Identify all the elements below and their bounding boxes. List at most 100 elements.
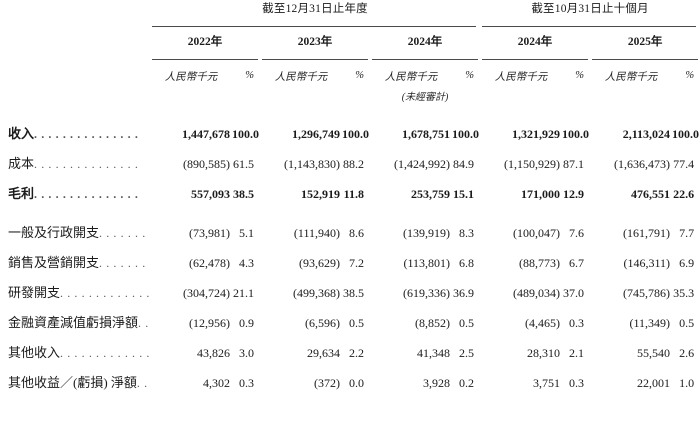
amount-r9-c5: 22,001 — [637, 375, 671, 390]
row-label-text: 其他收益／(虧損) 淨額 — [8, 374, 137, 390]
table-row: 銷售及營銷開支. . . . . . . . (62,478) 4.3 (93,629… — [0, 246, 700, 276]
percent-r7-c1: 0.9 — [239, 315, 254, 330]
amount-r8-c4: 28,310 — [527, 345, 561, 360]
percent-r1-c1: 100.0 — [232, 126, 259, 141]
row-label-1: 收入. . . . . . . . . . . . . . . — [0, 117, 150, 147]
percent-r4-c2: 8.6 — [349, 225, 364, 240]
percent-r8-c3: 2.5 — [459, 345, 475, 360]
leader-dots: . . . . . . . . . . . . . . . — [34, 126, 139, 141]
amount-r2-c5: (1,636,473) — [614, 156, 671, 171]
amount-r4-c3: (139,919) — [403, 225, 450, 240]
row-label-text: 金融資產減值虧損淨額 — [8, 314, 139, 330]
row-label-8: 其他收入. . . . . . . . . . . . . — [0, 336, 150, 366]
table-row: 其他收入. . . . . . . . . . . . . 43,826 3.0 29… — [0, 336, 700, 366]
amount-r9-c2: (372) — [314, 375, 340, 390]
amount-r4-c1: (73,981) — [189, 225, 230, 240]
gross-profit-spacer — [0, 207, 700, 216]
percent-r1-c2: 100.0 — [342, 126, 369, 141]
amount-r5-c4: (88,773) — [519, 255, 561, 270]
percent-r6-c1: 21.1 — [233, 285, 254, 300]
year-header-5: 2025年 — [627, 36, 663, 48]
amount-r1-c2: 1,296,749 — [292, 126, 340, 141]
amount-r8-c2: 29,634 — [307, 345, 340, 360]
rule-spacer — [0, 19, 150, 27]
table-row: 成本. . . . . . . . . . . . . . . (890,585)… — [0, 147, 700, 177]
amount-r3-c1: 557,093 — [191, 186, 230, 201]
amount-r1-c1: 1,447,678 — [182, 126, 230, 141]
leader-dots: . . . . . . . . — [99, 225, 150, 240]
percent-r9-c1: 0.3 — [239, 375, 254, 390]
table-row: 其他收益／(虧損) 淨額. . 4,302 0.3 (372) 0.0 3,928 0.2 3… — [0, 366, 700, 396]
row-label-3: 毛利. . . . . . . . . . . . . . . — [0, 177, 150, 207]
period-group-rule — [480, 19, 700, 27]
amount-r9-c4: 3,751 — [533, 375, 561, 390]
amount-r2-c4: (1,150,929) — [504, 156, 561, 171]
table-row: 一般及行政開支. . . . . . . . (73,981) 5.1 (111,94… — [0, 216, 700, 246]
table-row: 毛利. . . . . . . . . . . . . . . 557,093 38… — [0, 177, 700, 207]
row-label-text: 成本 — [8, 155, 35, 171]
note-blank — [590, 86, 700, 103]
percent-r9-c4: 0.3 — [569, 375, 585, 390]
period-group-label: 截至10月31日止十個月 — [531, 3, 649, 15]
percent-r6-c5: 35.3 — [673, 285, 695, 300]
leader-dots: . . . . . . . . . . . . . . . — [34, 156, 139, 171]
spacer-cell — [0, 207, 700, 216]
percent-r2-c2: 88.2 — [343, 156, 364, 171]
percent-r6-c4: 37.0 — [563, 285, 585, 300]
note-blank — [150, 86, 260, 103]
percent-r3-c4: 12.9 — [563, 186, 585, 201]
horizontal-rule — [482, 25, 697, 27]
amount-r1-c5: 2,113,024 — [622, 126, 671, 141]
horizontal-rule — [482, 58, 589, 60]
audit-note-row: (未經審計) — [0, 86, 700, 103]
row-label-7: 金融資產減值虧損淨額. . — [0, 306, 150, 336]
percent-r1-c4: 100.0 — [562, 126, 590, 141]
percent-r6-c3: 36.9 — [453, 285, 475, 300]
amount-r2-c1: (890,585) — [183, 156, 230, 171]
year-header-3: 2024年 — [407, 36, 443, 48]
unit-header-row: 人民幣千元% 人民幣千元% 人民幣千元% 人民幣千元% 人民幣千元% — [0, 60, 700, 86]
header-body-spacer — [0, 103, 700, 117]
percent-r5-c2: 7.2 — [349, 255, 364, 270]
row-label-text: 其他收入 — [8, 344, 61, 360]
row-label-6: 研發開支. . . . . . . . . . . . . — [0, 276, 150, 306]
percent-r8-c5: 2.6 — [679, 345, 695, 360]
percent-r2-c5: 77.4 — [673, 156, 695, 171]
leader-dots: . . . . . . . . . . . . . — [60, 345, 150, 360]
percent-r4-c5: 7.7 — [679, 225, 695, 240]
row-label-5: 銷售及營銷開支. . . . . . . . — [0, 246, 150, 276]
row-label-spacer — [0, 0, 150, 19]
percent-r2-c4: 87.1 — [563, 156, 585, 171]
year-rule-row — [0, 52, 700, 60]
amount-r5-c3: (113,801) — [403, 255, 450, 270]
amount-r4-c2: (111,940) — [293, 225, 340, 240]
percent-r5-c5: 6.9 — [679, 255, 695, 270]
horizontal-rule — [592, 58, 699, 60]
unit-label-spacer — [0, 60, 150, 86]
percent-unit-header-3: % — [465, 69, 475, 81]
horizontal-rule — [262, 58, 368, 60]
year-rule-2 — [260, 52, 370, 60]
note-spacer — [0, 86, 150, 103]
amount-r7-c3: (8,852) — [415, 315, 450, 330]
leader-dots: . . . . . . . . . . . . . — [60, 285, 150, 300]
amount-r5-c5: (146,311) — [623, 255, 671, 270]
percent-r9-c2: 0.0 — [349, 375, 364, 390]
amount-r6-c5: (745,786) — [623, 285, 671, 300]
amount-r3-c3: 253,759 — [411, 186, 450, 201]
year-header-4: 2024年 — [517, 36, 553, 48]
currency-unit-header-1: 人民幣千元 — [164, 72, 218, 83]
percent-r3-c1: 38.5 — [233, 186, 254, 201]
period-group-label: 截至12月31日止年度 — [262, 3, 368, 15]
row-label-text: 一般及行政開支 — [8, 224, 100, 240]
percent-r3-c5: 22.6 — [673, 186, 695, 201]
currency-unit-header-2: 人民幣千元 — [274, 72, 328, 83]
row-label-text: 銷售及營銷開支 — [8, 254, 100, 270]
unaudited-note: (未經審計) — [401, 92, 449, 103]
row-label-text: 毛利 — [8, 185, 35, 201]
percent-r6-c2: 38.5 — [343, 285, 364, 300]
leader-dots: . . — [136, 375, 148, 390]
row-label-text: 研發開支 — [8, 284, 61, 300]
percent-unit-header-1: % — [245, 69, 254, 81]
